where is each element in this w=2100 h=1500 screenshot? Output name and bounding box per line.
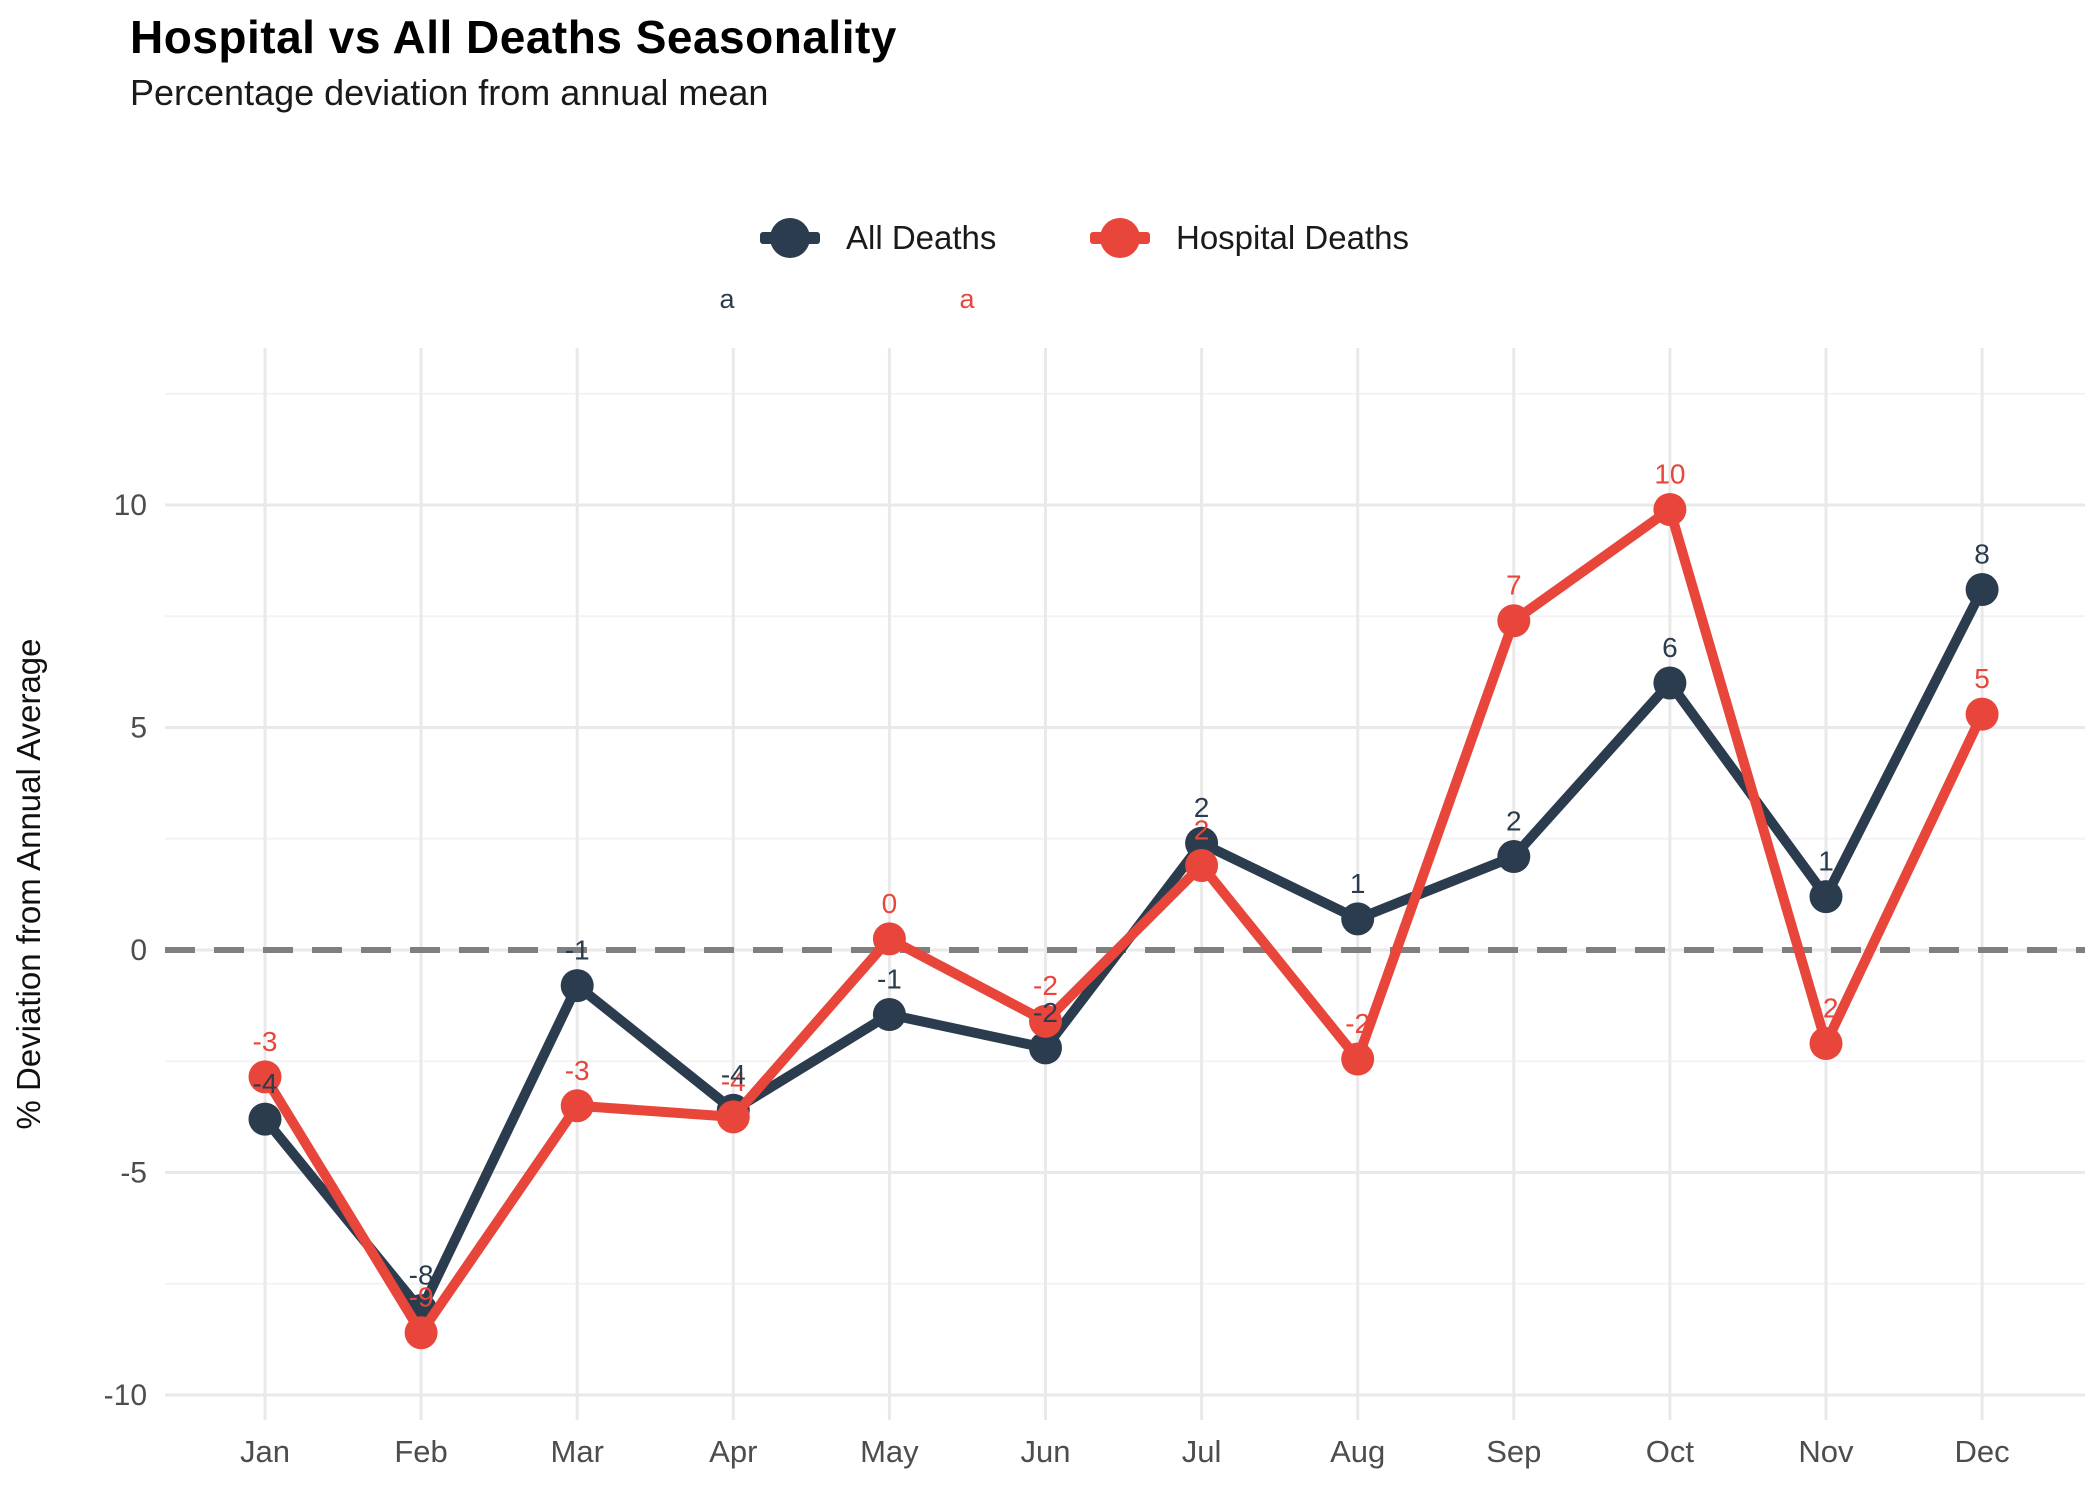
x-tick-label: Aug [1330, 1434, 1385, 1469]
point-label: -2 [1033, 997, 1058, 1028]
data-point-all-deaths [872, 998, 906, 1032]
data-point-hospital-deaths [1809, 1026, 1843, 1060]
data-point-hospital-deaths [560, 1089, 594, 1123]
point-label: -9 [409, 1282, 434, 1313]
data-point-all-deaths [1497, 840, 1531, 874]
hospital-deaths-line-dot-icon [1090, 216, 1150, 260]
chart-subtitle: Percentage deviation from annual mean [130, 72, 769, 113]
point-label: -2 [1814, 992, 1839, 1023]
y-tick-label: -10 [104, 1379, 147, 1412]
point-label: -1 [877, 964, 902, 995]
data-point-all-deaths [1029, 1031, 1062, 1065]
point-label: -2 [1033, 970, 1058, 1001]
point-label: -4 [721, 1059, 746, 1090]
data-point-hospital-deaths [248, 1060, 282, 1094]
y-tick-label: 10 [114, 489, 147, 522]
data-point-all-deaths [1965, 573, 1999, 607]
x-tick-label: Nov [1798, 1434, 1854, 1469]
legend-text-key-hospital-deaths: a [959, 284, 975, 314]
legend: All Deaths Hospital Deaths [0, 210, 2100, 270]
point-label: 1 [1350, 868, 1366, 899]
point-label: -4 [721, 1066, 746, 1097]
y-tick-label: -5 [120, 1157, 147, 1190]
point-label: -4 [253, 1068, 278, 1099]
x-tick-label: Oct [1646, 1434, 1695, 1469]
data-point-hospital-deaths [1029, 1004, 1062, 1038]
x-tick-label: Mar [551, 1434, 604, 1469]
x-tick-label: Jan [240, 1434, 290, 1469]
all-deaths-line-dot-icon [760, 216, 820, 260]
x-tick-label: Jul [1182, 1434, 1222, 1469]
y-tick-label: 0 [130, 934, 147, 967]
point-label: 8 [1974, 539, 1990, 570]
point-label: 10 [1654, 458, 1685, 489]
data-point-hospital-deaths [1965, 697, 1999, 731]
chart-title: Hospital vs All Deaths Seasonality [130, 11, 897, 63]
point-label: -8 [409, 1259, 434, 1290]
y-axis-title: % Deviation from Annual Average [10, 638, 47, 1129]
point-label: -1 [565, 935, 590, 966]
series-line-hospital-deaths [260, 504, 1988, 1338]
legend-label-all-deaths: All Deaths [846, 219, 997, 256]
point-label: -3 [565, 1055, 590, 1086]
point-label: -3 [253, 1026, 278, 1057]
point-label: 2 [1194, 814, 1210, 845]
x-tick-label: May [860, 1434, 919, 1469]
point-label: 2 [1506, 806, 1522, 837]
point-label: 7 [1506, 570, 1522, 601]
legend-item-all-deaths: All Deaths [760, 210, 996, 266]
data-point-all-deaths [1653, 666, 1687, 700]
x-tick-label: Jun [1021, 1434, 1071, 1469]
data-point-all-deaths [560, 969, 594, 1003]
x-tick-label: Apr [709, 1434, 757, 1469]
point-label: -2 [1345, 1008, 1370, 1039]
legend-text-key-all-deaths: a [719, 284, 735, 314]
point-label: 6 [1662, 632, 1678, 663]
data-point-all-deaths [1809, 880, 1843, 914]
data-point-all-deaths [248, 1102, 282, 1136]
point-label: 5 [1974, 663, 1990, 694]
point-label: 1 [1818, 846, 1834, 877]
point-label: 0 [882, 888, 898, 919]
data-point-hospital-deaths [1497, 604, 1531, 638]
x-tick-label: Sep [1486, 1434, 1541, 1469]
legend-item-hospital-deaths: Hospital Deaths [1090, 210, 1409, 266]
x-tick-label: Dec [1955, 1434, 2010, 1469]
data-point-hospital-deaths [1653, 492, 1687, 526]
data-point-all-deaths [1341, 902, 1375, 936]
data-point-hospital-deaths [716, 1100, 750, 1134]
data-point-hospital-deaths [1341, 1042, 1375, 1076]
point-label: 2 [1194, 792, 1210, 823]
data-point-hospital-deaths [1185, 848, 1219, 882]
data-point-hospital-deaths [872, 922, 906, 956]
y-tick-label: 5 [130, 712, 147, 745]
x-tick-label: Feb [394, 1434, 447, 1469]
data-point-hospital-deaths [404, 1316, 438, 1350]
legend-label-hospital-deaths: Hospital Deaths [1176, 219, 1409, 256]
